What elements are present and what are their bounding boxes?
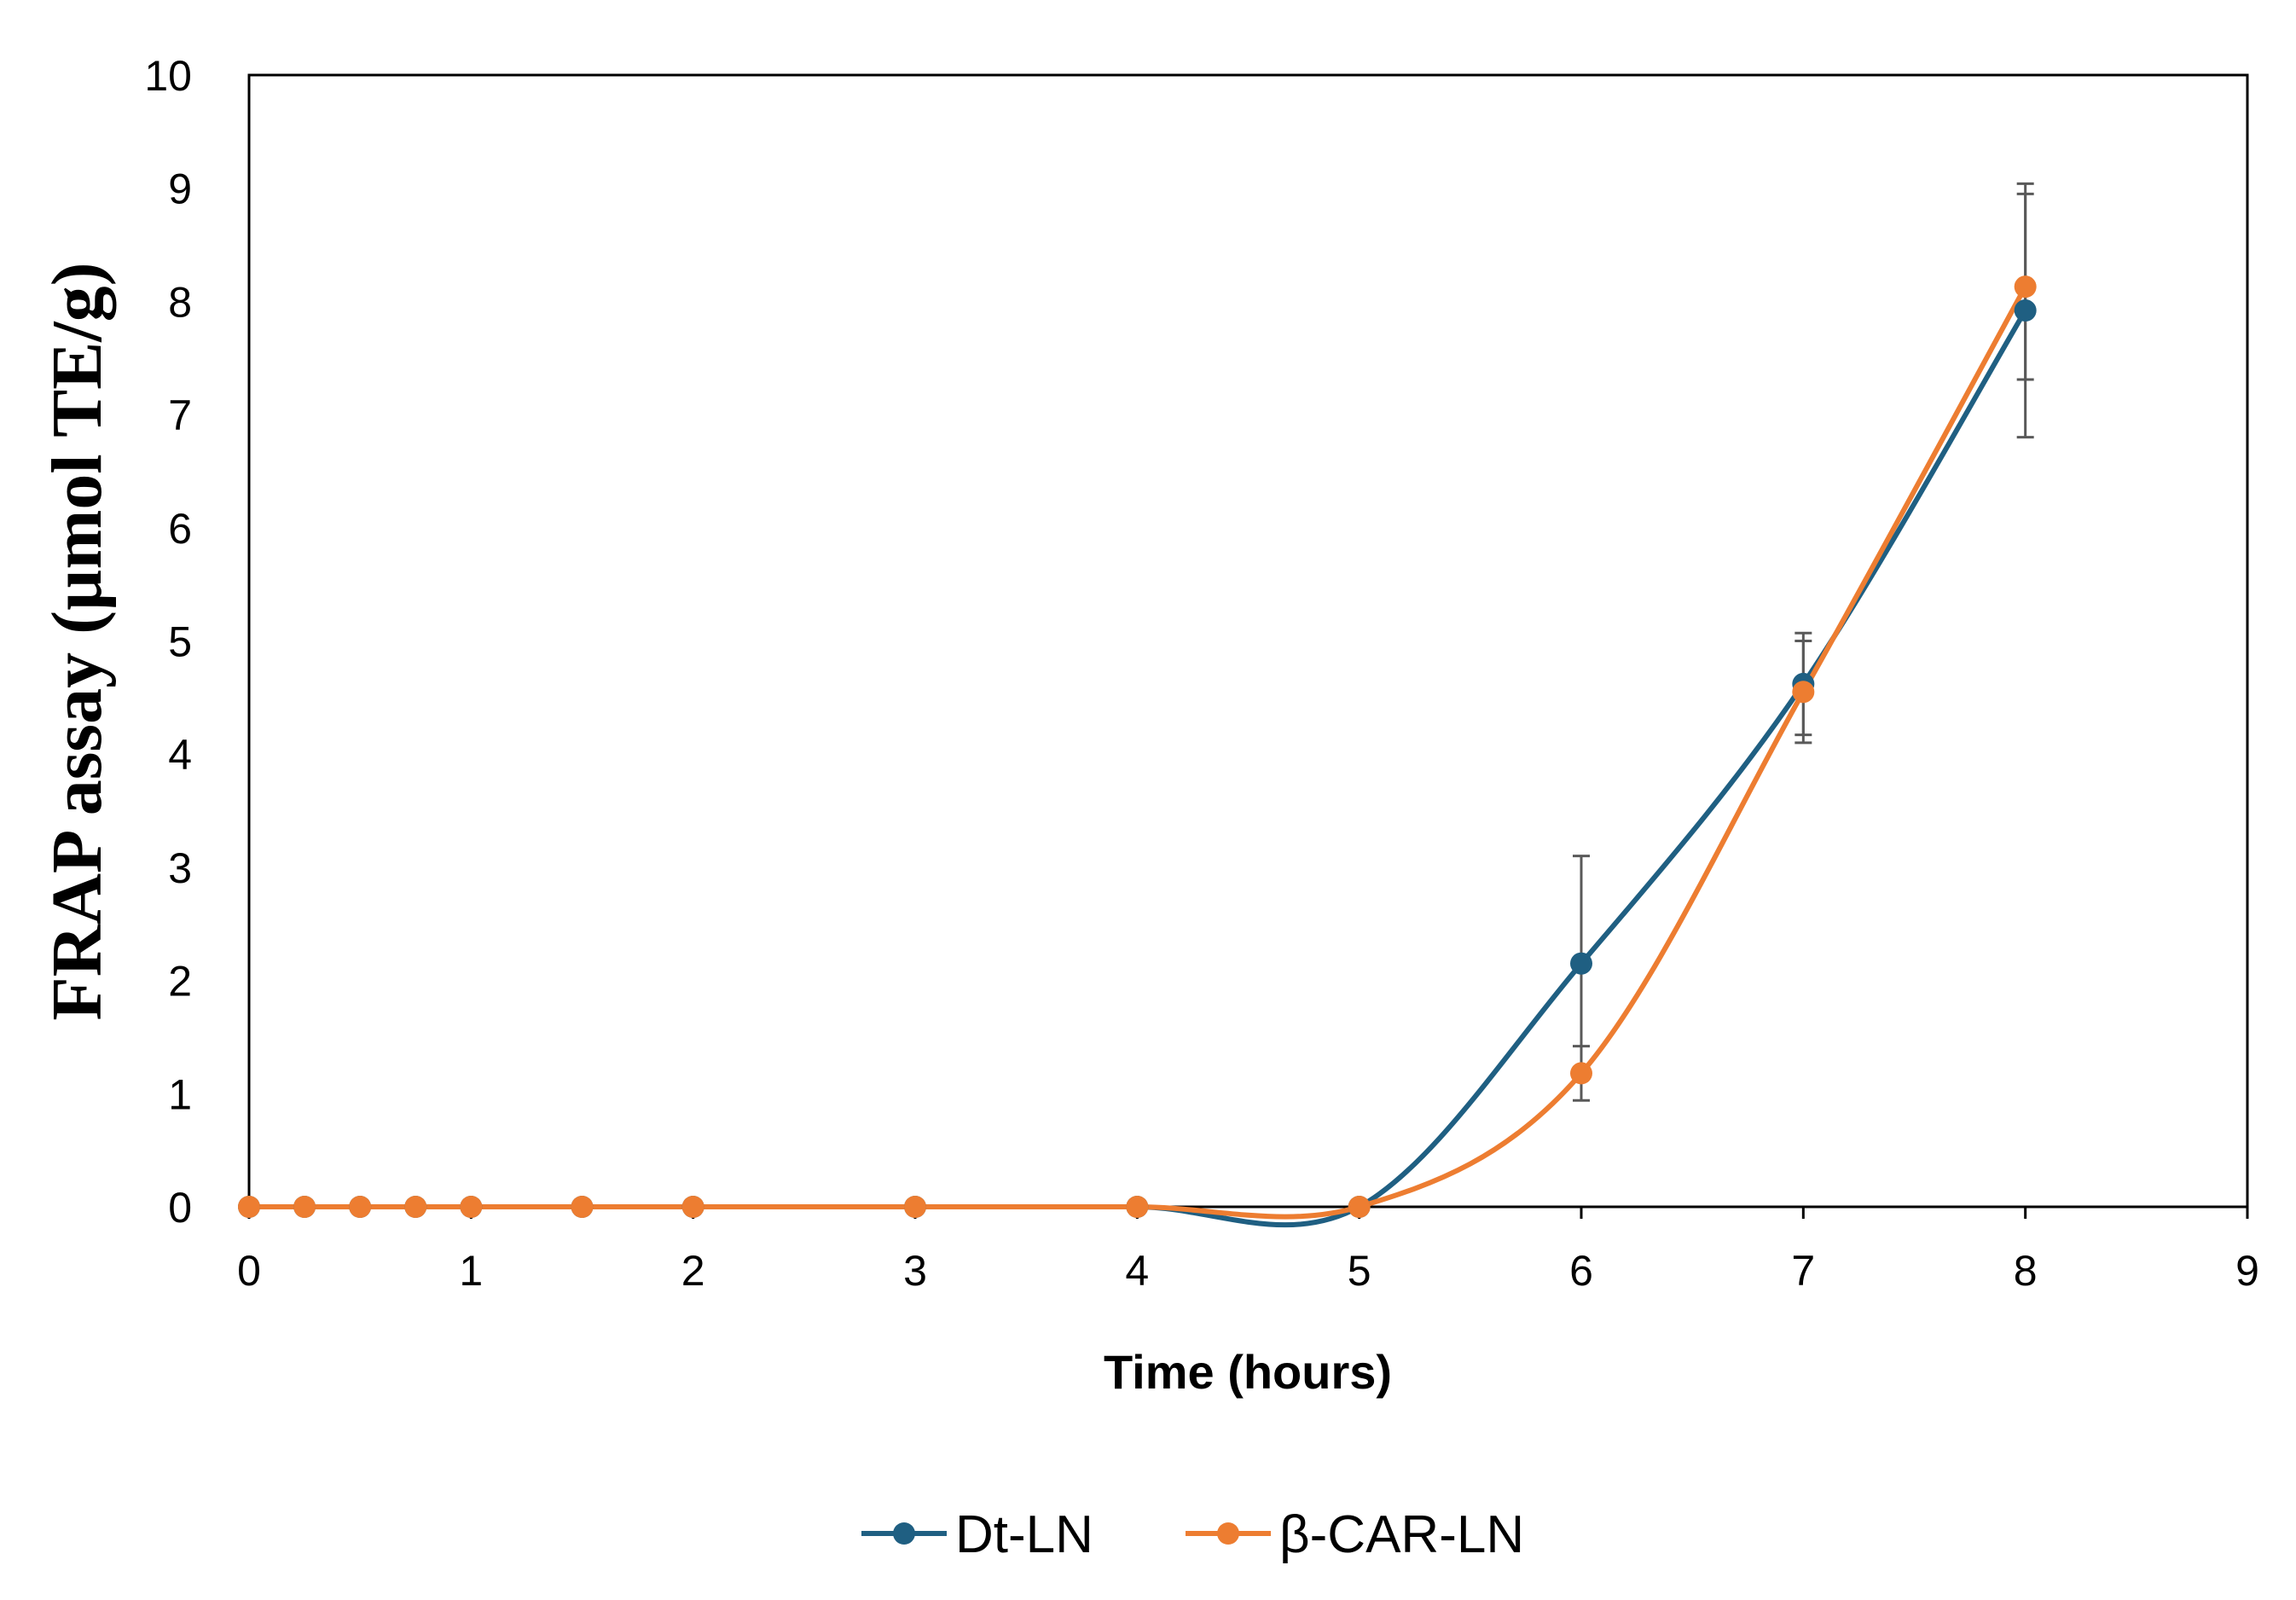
y-tick-label: 7: [168, 391, 192, 439]
y-tick-label: 10: [144, 52, 192, 100]
x-tick-label: 2: [681, 1247, 705, 1295]
data-point: [1126, 1196, 1149, 1218]
legend-label-0: Dt-LN: [955, 1505, 1093, 1564]
x-tick-label: 5: [1348, 1247, 1371, 1295]
x-tick-label: 4: [1125, 1247, 1149, 1295]
data-point: [460, 1196, 483, 1218]
y-tick-label: 1: [168, 1070, 192, 1118]
x-tick-label: 6: [1569, 1247, 1593, 1295]
data-point: [293, 1196, 316, 1218]
data-point: [1570, 1062, 1592, 1085]
legend-marker-0: [893, 1522, 915, 1545]
data-point: [238, 1196, 260, 1218]
legend: Dt-LN β-CAR-LN: [861, 1505, 1524, 1564]
y-tick-label: 8: [168, 278, 192, 326]
data-point: [1792, 681, 1815, 704]
x-tick-label: 1: [459, 1247, 483, 1295]
x-tick-label: 7: [1791, 1247, 1815, 1295]
data-point: [571, 1196, 594, 1218]
x-tick-label: 3: [903, 1247, 927, 1295]
data-point: [681, 1196, 704, 1218]
legend-label-1: β-CAR-LN: [1279, 1505, 1524, 1564]
y-tick-label: 6: [168, 505, 192, 553]
x-tick-label: 9: [2235, 1247, 2259, 1295]
data-point: [1348, 1196, 1371, 1218]
x-tick-label: 8: [2014, 1247, 2038, 1295]
y-tick-label: 3: [168, 844, 192, 892]
data-point: [2014, 275, 2037, 299]
y-tick-label: 2: [168, 958, 192, 1006]
plot-area: [247, 73, 2249, 1209]
legend-marker-1: [1217, 1522, 1239, 1545]
data-point: [404, 1196, 427, 1218]
y-tick-label: 9: [168, 165, 192, 213]
x-axis-label: Time (hours): [1104, 1345, 1392, 1399]
y-tick-label: 5: [168, 618, 192, 666]
x-tick-label: 0: [237, 1247, 261, 1295]
data-point: [1570, 952, 1592, 975]
y-axis-label: FRAP assay (µmol TE/g): [38, 262, 117, 1020]
data-point: [2014, 299, 2037, 322]
y-tick-label: 4: [168, 731, 192, 779]
data-point: [904, 1196, 926, 1218]
y-tick-label: 0: [168, 1184, 192, 1232]
data-point: [349, 1196, 372, 1218]
